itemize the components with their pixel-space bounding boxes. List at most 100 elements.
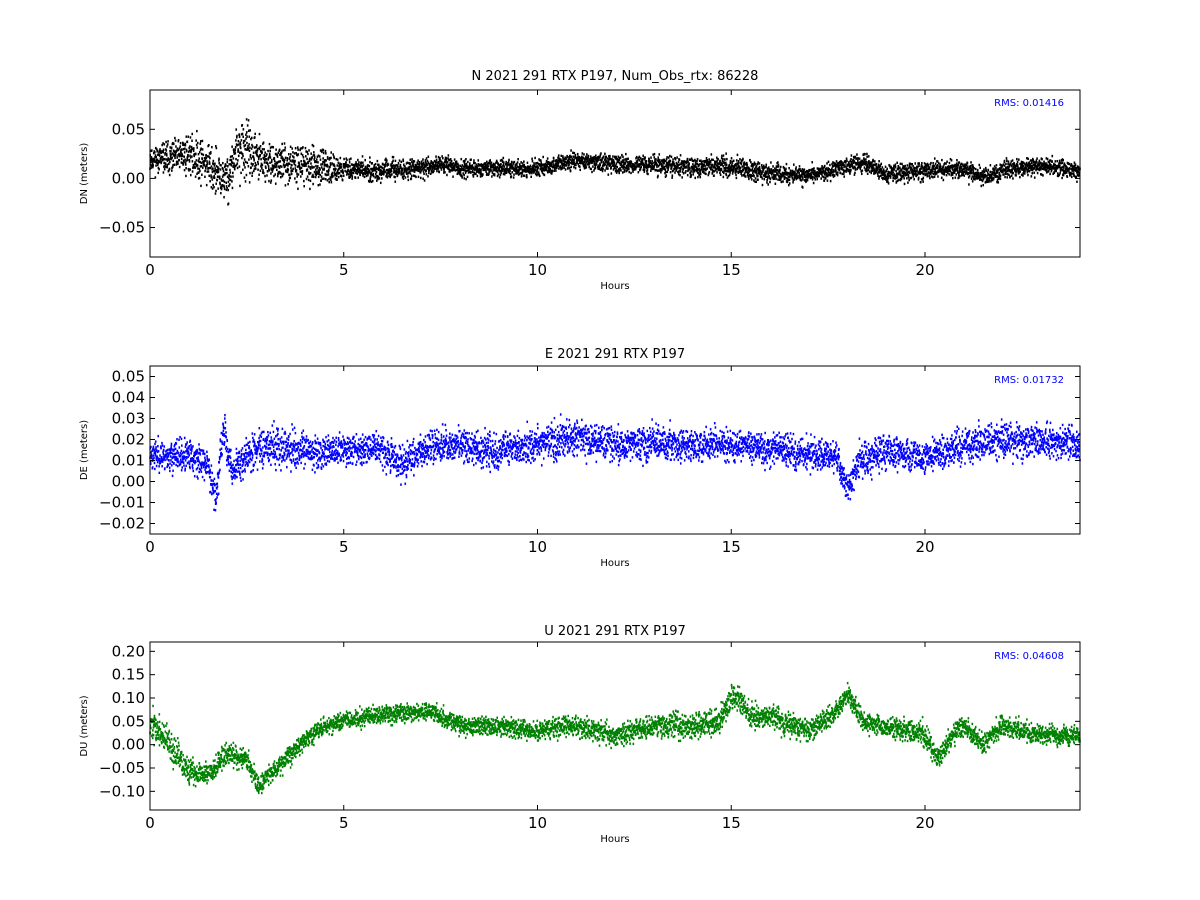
- data-point: [283, 158, 286, 162]
- data-point: [336, 158, 339, 161]
- scatter-points: [149, 118, 1081, 206]
- data-point: [408, 161, 410, 165]
- data-point: [474, 161, 476, 165]
- data-point: [284, 149, 286, 152]
- data-point: [445, 157, 448, 160]
- data-point: [199, 165, 202, 168]
- data-point: [306, 175, 309, 178]
- data-point: [381, 171, 383, 174]
- data-point: [594, 166, 597, 170]
- data-point: [1036, 171, 1039, 175]
- data-point: [282, 149, 285, 152]
- data-point: [340, 166, 343, 169]
- data-point: [922, 172, 925, 176]
- data-point: [730, 157, 733, 160]
- data-point: [409, 172, 412, 175]
- data-point: [914, 162, 917, 165]
- data-point: [210, 186, 213, 189]
- data-point: [340, 170, 342, 173]
- data-point: [921, 165, 924, 168]
- data-point: [941, 158, 943, 162]
- data-point: [821, 175, 824, 178]
- data-point: [472, 166, 475, 169]
- data-point: [166, 166, 168, 169]
- data-point: [175, 145, 177, 148]
- data-point: [587, 154, 590, 158]
- data-point: [557, 164, 560, 167]
- data-point: [211, 187, 214, 190]
- data-point: [564, 160, 567, 164]
- data-point: [383, 172, 385, 176]
- data-point: [393, 171, 396, 174]
- data-point: [405, 171, 407, 174]
- data-point: [223, 185, 226, 188]
- data-point: [176, 156, 178, 159]
- data-point: [281, 174, 284, 178]
- data-point: [552, 157, 555, 160]
- data-point: [230, 175, 232, 178]
- data-point: [354, 167, 356, 171]
- data-point: [583, 153, 585, 156]
- data-point: [582, 156, 585, 160]
- data-point: [305, 177, 308, 181]
- data-point: [698, 163, 701, 166]
- data-point: [486, 172, 488, 175]
- data-point: [287, 168, 290, 171]
- data-point: [337, 175, 340, 179]
- data-point: [185, 174, 187, 178]
- data-point: [698, 167, 700, 171]
- data-point: [187, 135, 190, 138]
- data-point: [281, 150, 283, 153]
- data-point: [798, 165, 801, 168]
- data-point: [522, 168, 524, 172]
- data-point: [168, 167, 171, 171]
- data-point: [157, 153, 159, 156]
- data-point: [282, 157, 284, 160]
- data-point: [369, 177, 371, 180]
- data-point: [772, 165, 774, 168]
- data-point: [263, 154, 266, 157]
- data-point: [555, 163, 558, 167]
- data-point: [349, 168, 352, 171]
- data-point: [602, 167, 604, 170]
- data-point: [173, 154, 175, 158]
- data-point: [520, 166, 523, 170]
- data-point: [463, 163, 466, 166]
- data-point: [545, 169, 548, 172]
- data-point: [200, 147, 202, 150]
- data-point: [570, 165, 573, 169]
- data-point: [412, 159, 415, 163]
- data-point: [724, 158, 726, 161]
- data-point: [236, 143, 239, 147]
- data-point: [361, 169, 364, 172]
- data-point: [499, 159, 502, 162]
- data-point: [509, 163, 511, 166]
- data-point: [493, 162, 495, 166]
- data-point: [206, 162, 209, 166]
- data-point: [286, 163, 288, 166]
- data-point: [709, 160, 712, 164]
- data-point: [150, 149, 153, 152]
- data-point: [238, 165, 241, 168]
- data-point: [995, 164, 998, 167]
- data-point: [220, 164, 222, 167]
- data-point: [413, 160, 416, 163]
- data-point: [732, 159, 735, 162]
- data-point: [238, 135, 241, 139]
- data-point: [264, 151, 266, 154]
- data-point: [321, 177, 324, 181]
- data-point: [301, 154, 304, 157]
- data-point: [198, 167, 201, 171]
- data-point: [385, 172, 388, 175]
- data-point: [332, 153, 334, 156]
- data-point: [268, 169, 271, 172]
- data-point: [387, 163, 390, 166]
- data-point: [177, 162, 179, 165]
- data-point: [420, 176, 422, 180]
- data-point: [987, 168, 990, 172]
- data-point: [1018, 158, 1020, 161]
- data-point: [489, 162, 491, 166]
- data-point: [347, 166, 349, 169]
- data-point: [177, 148, 180, 152]
- data-point: [932, 162, 934, 165]
